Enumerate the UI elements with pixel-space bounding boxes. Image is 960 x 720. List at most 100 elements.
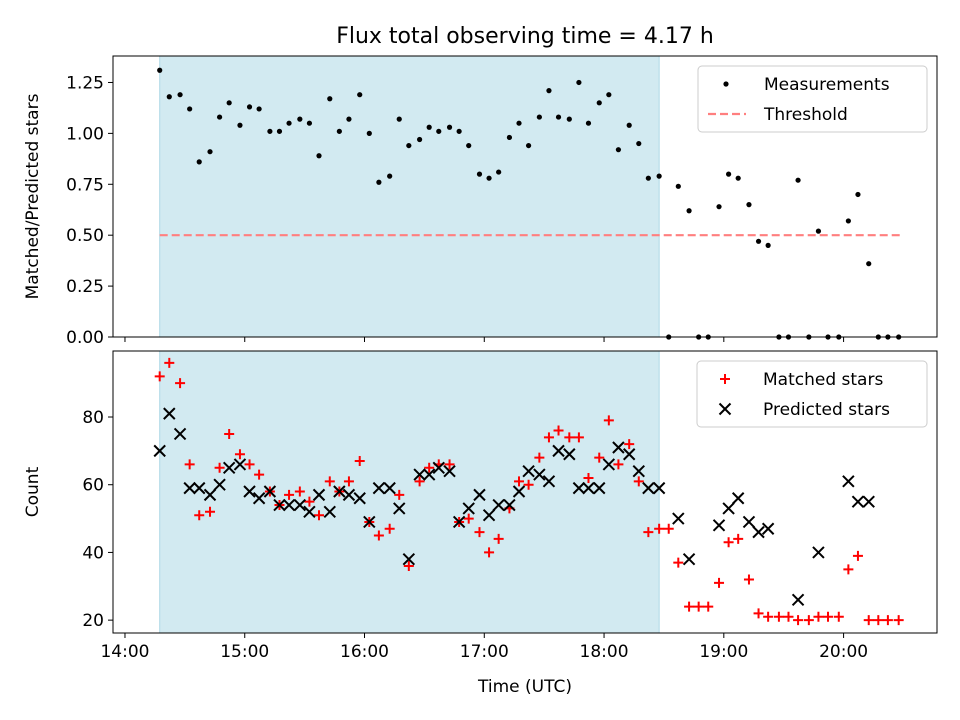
matched-stars-point xyxy=(514,476,525,487)
predicted-stars-point xyxy=(482,508,496,522)
predicted-stars-point xyxy=(761,522,775,535)
predicted-stars-point xyxy=(632,464,645,478)
predicted-stars-point xyxy=(473,488,486,502)
bottom-y-tick-label: 60 xyxy=(82,476,104,496)
matched-stars-point xyxy=(414,476,425,487)
matched-stars-point xyxy=(654,523,665,534)
predicted-stars-point xyxy=(492,498,505,512)
predicted-stars-point xyxy=(203,488,217,502)
measurements-point xyxy=(246,104,253,110)
matched-stars-point xyxy=(534,452,545,463)
matched-stars-point xyxy=(234,449,245,460)
measurements-point xyxy=(636,140,642,147)
matched-stars-point xyxy=(553,425,564,436)
matched-stars-point xyxy=(493,533,504,544)
matched-stars-point xyxy=(803,615,814,626)
measurements-point xyxy=(735,175,741,181)
predicted-stars-point xyxy=(642,481,655,495)
measurements-point xyxy=(606,92,612,98)
measurements-point xyxy=(525,142,532,149)
legend-label: Measurements xyxy=(764,75,890,95)
legend-box xyxy=(696,360,928,428)
predicted-stars-point xyxy=(542,475,556,488)
matched-stars-point xyxy=(573,432,584,443)
measurements-point xyxy=(187,106,193,112)
matched-stars-point xyxy=(793,615,804,626)
matched-stars-point xyxy=(254,469,265,480)
matched-stars-point xyxy=(224,428,235,439)
measurements-point xyxy=(855,191,861,198)
predicted-stars-point xyxy=(323,505,336,519)
matched-stars-point xyxy=(633,476,644,487)
matched-stars-point xyxy=(244,459,255,470)
x-axis-label: Time (UTC) xyxy=(477,677,572,697)
measurements-point xyxy=(226,100,232,106)
matched-stars-point xyxy=(743,574,754,585)
matched-stars-point xyxy=(852,550,863,561)
measurements-point xyxy=(615,147,622,153)
measurements-point xyxy=(755,238,762,244)
measurements-point xyxy=(456,128,462,134)
bottom-panel-counts: 20 40 60 80 14:00 15:00 16:00 17:00 18:00 19:00 20… xyxy=(23,350,938,662)
matched-stars-point xyxy=(474,527,485,538)
legend-label: Predicted stars xyxy=(763,400,890,420)
predicted-stars-point xyxy=(273,498,286,512)
top-y-tick-label: 1.00 xyxy=(66,124,104,144)
matched-stars-point xyxy=(753,608,764,619)
bottom-legend: Matched stars Predicted stars xyxy=(696,360,928,428)
matched-stars-point xyxy=(703,601,714,612)
top-y-tick-label: 0.50 xyxy=(66,226,104,246)
measurements-point xyxy=(336,128,342,134)
predicted-stars-point xyxy=(503,498,516,512)
predicted-stars-point xyxy=(372,481,386,495)
predicted-stars-point xyxy=(363,515,376,529)
predicted-stars-point xyxy=(413,468,426,481)
matched-stars-point xyxy=(424,462,435,473)
predicted-stars-point xyxy=(712,519,726,532)
predicted-stars-point xyxy=(393,502,406,515)
x-tick-label: 20:00 xyxy=(819,642,868,662)
measurements-point xyxy=(396,116,402,122)
predicted-stars-point xyxy=(163,407,176,420)
predicted-stars-point xyxy=(552,444,565,458)
predicted-stars-point xyxy=(512,485,526,498)
matched-stars-point xyxy=(643,527,654,538)
measurements-point xyxy=(566,116,572,122)
top-axes-frame xyxy=(112,55,938,338)
measurements-point xyxy=(596,100,602,106)
measurements-point xyxy=(516,120,522,126)
measurements-point xyxy=(585,120,592,126)
measurements-point xyxy=(506,134,513,141)
bottom-y-tick-label: 20 xyxy=(82,611,104,631)
top-legend: Measurements Threshold xyxy=(697,65,928,133)
predicted-stars-point xyxy=(533,468,546,481)
matched-stars-point xyxy=(833,611,844,622)
predicted-stars-point xyxy=(353,492,366,505)
measurements-point xyxy=(286,120,292,126)
matched-stars-point xyxy=(154,371,165,382)
measurements-point xyxy=(316,153,322,159)
predicted-stars-point xyxy=(522,464,535,478)
figure-title: Flux total observing time = 4.17 h xyxy=(336,24,714,49)
matched-stars-point xyxy=(164,357,175,368)
matched-stars-point xyxy=(564,432,575,443)
matched-stars-point xyxy=(663,523,674,534)
predicted-stars-point xyxy=(333,485,346,498)
measurements-point xyxy=(196,159,202,165)
x-tick-label: 14:00 xyxy=(100,642,149,662)
predicted-stars-point xyxy=(402,552,416,566)
predicted-stars-point xyxy=(731,492,745,505)
predicted-stars-point xyxy=(312,488,326,502)
x-tick-label: 18:00 xyxy=(580,642,629,662)
matched-stars-point xyxy=(324,476,335,487)
matched-stars-point xyxy=(523,479,534,490)
matched-stars-point xyxy=(543,432,554,443)
matched-stars-point xyxy=(624,439,635,450)
measurements-point xyxy=(496,169,502,175)
matched-stars-point xyxy=(304,496,315,507)
predicted-stars-point xyxy=(452,515,466,529)
matched-stars-point xyxy=(783,611,794,622)
matched-stars-point xyxy=(893,615,904,626)
predicted-stars-point xyxy=(263,485,277,498)
predicted-stars-point xyxy=(222,461,236,475)
